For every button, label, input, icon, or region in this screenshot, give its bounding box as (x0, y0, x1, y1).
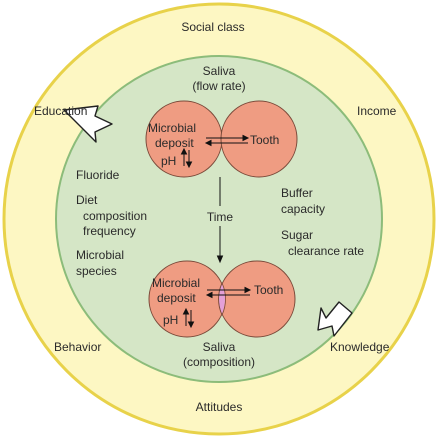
species-label: species (76, 264, 117, 278)
knowledge-arrow-icon (317, 301, 353, 337)
time-arrow (216, 177, 224, 264)
top-deposit-label: deposit (155, 136, 194, 150)
time-label: Time (206, 210, 234, 224)
bottom-exchange-arrows (205, 286, 252, 299)
income-label: Income (357, 104, 397, 118)
bottom-tooth-label: Tooth (254, 283, 284, 297)
saliva-bottom-label: Saliva (202, 340, 236, 354)
social-class-label: Social class (181, 20, 245, 34)
saliva-composition-label: (composition) (182, 355, 256, 369)
fluoride-label: Fluoride (76, 168, 120, 182)
bottom-deposit-label: deposit (157, 291, 196, 305)
bottom-ph-arrows (182, 307, 195, 329)
top-ph-label: pH (161, 154, 177, 168)
microbial-label: Microbial (76, 248, 125, 262)
bottom-tooth-circle (218, 260, 296, 338)
buffer-label: Buffer (281, 186, 313, 200)
top-microbial-label: Microbial (148, 121, 197, 135)
top-tooth-label: Tooth (250, 133, 280, 147)
diet-composition-label: composition (83, 209, 148, 223)
sugar-label: Sugar (281, 228, 314, 242)
top-exchange-arrows (204, 134, 250, 147)
education-arrow-icon (63, 105, 113, 143)
top-ph-arrows (180, 147, 193, 169)
inner-circle (55, 55, 383, 383)
knowledge-label: Knowledge (330, 340, 390, 354)
saliva-flow-rate-label: (flow rate) (192, 79, 246, 93)
saliva-top-label: Saliva (202, 64, 236, 78)
bottom-ph-label: pH (163, 313, 179, 327)
capacity-label: capacity (281, 202, 326, 216)
clearance-rate-label: clearance rate (288, 244, 365, 258)
bottom-microbial-label: Microbial (152, 276, 201, 290)
education-label: Education (34, 104, 88, 118)
diet-label: Diet (76, 193, 98, 207)
diet-frequency-label: frequency (83, 224, 136, 238)
overlap-outline (218, 282, 226, 316)
top-tooth-circle (220, 100, 298, 178)
behavior-label: Behavior (54, 340, 102, 354)
attitudes-label: Attitudes (195, 400, 243, 414)
